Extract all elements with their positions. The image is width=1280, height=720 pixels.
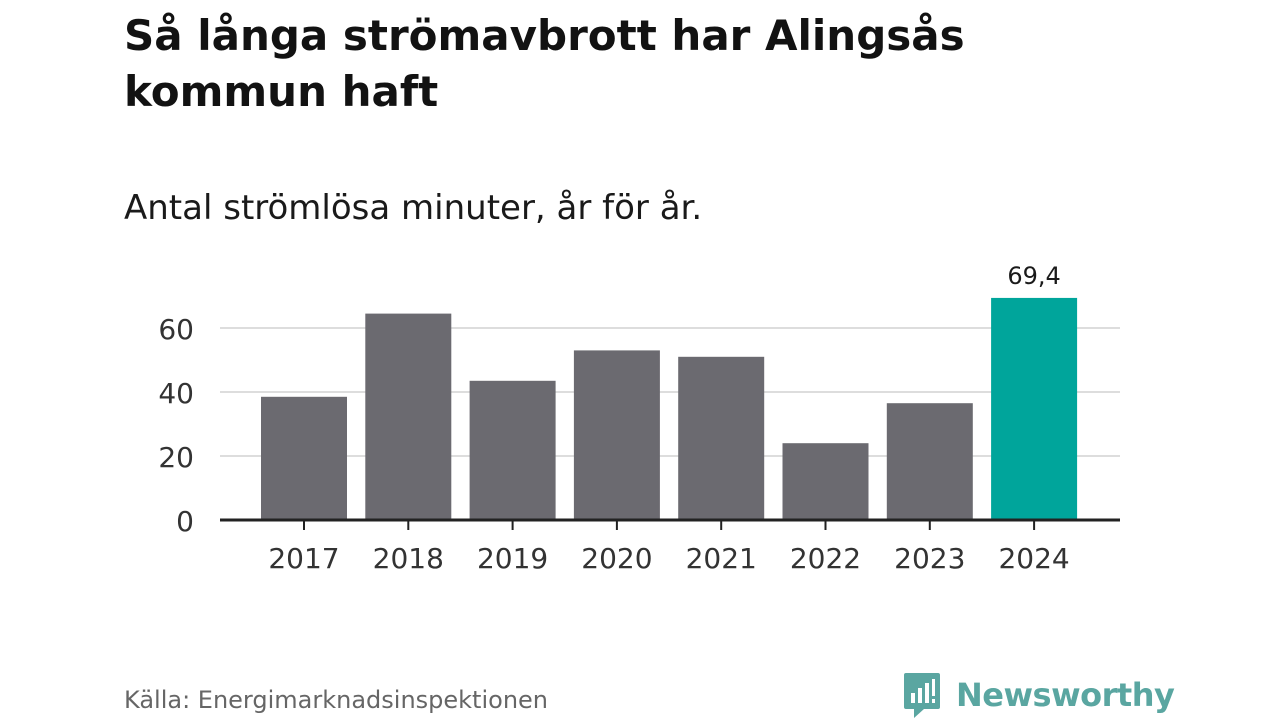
bar-2018 [365,313,452,520]
source-note: Källa: Energimarknadsinspektionen [124,686,549,714]
x-tick-label: 2022 [790,542,861,575]
y-tick-label: 60 [158,313,194,346]
bar-2019 [469,380,556,520]
bar-2020 [573,350,660,520]
bar-2023 [886,403,973,520]
x-tick-label: 2017 [268,542,339,575]
bar-2022 [782,443,869,520]
bar-2024 [991,297,1078,520]
labels: 0 20 40 60 2017 2018 2019 2020 2021 2022 2023 2024 6… [158,262,1069,575]
x-tick-label: 2019 [477,542,548,575]
brand-name: Newsworthy [956,676,1175,714]
brand-logo: Newsworthy [902,670,1175,720]
chart-subtitle: Antal strömlösa minuter, år för år. [124,188,703,228]
newsworthy-logo-icon [904,673,940,718]
gridlines [220,327,1120,457]
x-tick-label: 2020 [581,542,652,575]
x-tick-label: 2024 [998,542,1069,575]
y-tick-label: 20 [158,441,194,474]
y-tick-label: 40 [158,377,194,410]
bar-chart: 0 20 40 60 2017 2018 2019 2020 2021 2022 2023 2024 6… [158,262,1120,575]
x-tick-label: 2023 [894,542,965,575]
bars [261,297,1078,520]
x-tick-label: 2021 [686,542,757,575]
bar-2017 [261,396,347,520]
data-label: 69,4 [1007,262,1060,290]
bar-2021 [678,356,765,520]
chart-title: Så långa strömavbrott har Alingsås kommu… [124,11,965,116]
x-tick-label: 2018 [373,542,444,575]
y-tick-label: 0 [176,505,194,538]
axes [220,518,1120,530]
